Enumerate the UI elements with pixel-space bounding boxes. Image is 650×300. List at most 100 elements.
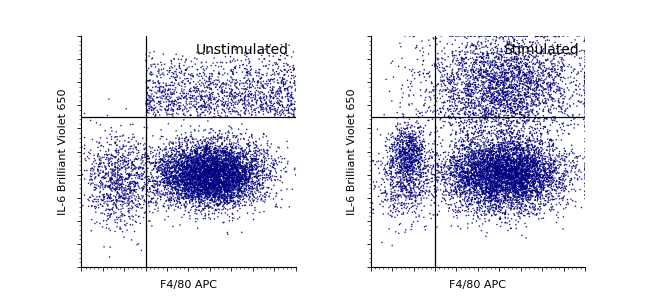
Point: [203, 195, 213, 200]
Point: [530, 34, 541, 38]
Point: [477, 61, 488, 66]
Point: [486, 93, 497, 98]
Point: [170, 153, 181, 158]
Point: [494, 145, 504, 149]
Point: [499, 92, 509, 97]
Point: [281, 78, 292, 83]
Point: [240, 167, 250, 172]
Point: [179, 203, 189, 208]
Point: [209, 108, 220, 113]
Point: [187, 172, 198, 176]
Point: [183, 174, 194, 178]
Point: [221, 156, 231, 161]
Point: [456, 101, 466, 106]
Point: [532, 109, 542, 114]
Point: [284, 94, 294, 99]
Point: [147, 92, 157, 97]
Point: [193, 141, 203, 146]
Point: [224, 169, 235, 174]
Point: [239, 178, 250, 182]
Point: [441, 83, 451, 88]
Point: [92, 183, 102, 188]
Point: [196, 200, 206, 205]
Point: [274, 92, 285, 96]
Point: [202, 184, 212, 188]
Point: [498, 132, 508, 137]
Point: [165, 68, 176, 73]
Point: [250, 110, 261, 115]
Point: [270, 93, 280, 98]
Point: [479, 54, 489, 59]
Point: [484, 88, 495, 93]
Point: [236, 163, 246, 168]
Point: [451, 120, 462, 125]
Point: [478, 93, 489, 98]
Point: [200, 81, 211, 85]
Point: [95, 148, 105, 153]
Point: [170, 182, 181, 187]
Point: [541, 38, 551, 43]
Point: [531, 85, 541, 90]
Point: [471, 184, 481, 188]
Point: [562, 169, 573, 174]
Point: [218, 153, 229, 158]
Point: [445, 75, 455, 80]
Point: [208, 161, 218, 166]
Point: [214, 195, 225, 200]
Point: [109, 180, 120, 185]
Point: [456, 165, 466, 170]
Point: [502, 163, 513, 167]
Point: [197, 155, 207, 160]
Point: [556, 162, 566, 167]
Point: [515, 160, 525, 164]
Point: [222, 150, 233, 154]
Point: [503, 127, 514, 132]
Point: [450, 103, 461, 108]
Point: [448, 112, 458, 117]
Point: [515, 76, 526, 81]
Point: [287, 107, 298, 112]
Point: [468, 164, 478, 169]
Point: [226, 163, 236, 168]
Point: [229, 165, 239, 170]
Point: [551, 168, 562, 172]
Point: [205, 172, 215, 177]
Point: [465, 110, 475, 115]
Point: [449, 154, 460, 159]
Point: [263, 175, 273, 180]
Point: [200, 168, 211, 173]
Point: [463, 199, 474, 203]
Point: [395, 170, 406, 175]
Point: [198, 67, 209, 71]
Point: [459, 175, 469, 179]
Point: [486, 186, 496, 191]
Point: [527, 193, 538, 198]
Point: [395, 177, 406, 182]
Point: [523, 172, 534, 177]
Point: [445, 177, 456, 182]
Point: [506, 195, 516, 200]
Point: [462, 145, 473, 149]
Point: [182, 176, 192, 181]
Point: [181, 200, 191, 205]
Point: [508, 167, 519, 171]
Point: [209, 168, 220, 173]
Point: [246, 157, 257, 161]
Point: [150, 114, 160, 118]
Point: [196, 96, 207, 101]
Point: [504, 167, 514, 172]
Point: [255, 169, 266, 173]
Point: [209, 107, 220, 112]
Point: [478, 169, 488, 174]
Point: [528, 61, 539, 66]
Point: [230, 164, 240, 169]
Point: [270, 204, 281, 209]
Point: [205, 97, 215, 101]
Point: [524, 165, 534, 170]
Point: [222, 194, 232, 199]
Point: [247, 98, 257, 103]
Point: [465, 174, 476, 179]
Point: [485, 172, 495, 177]
Point: [266, 110, 276, 114]
Point: [221, 199, 231, 203]
